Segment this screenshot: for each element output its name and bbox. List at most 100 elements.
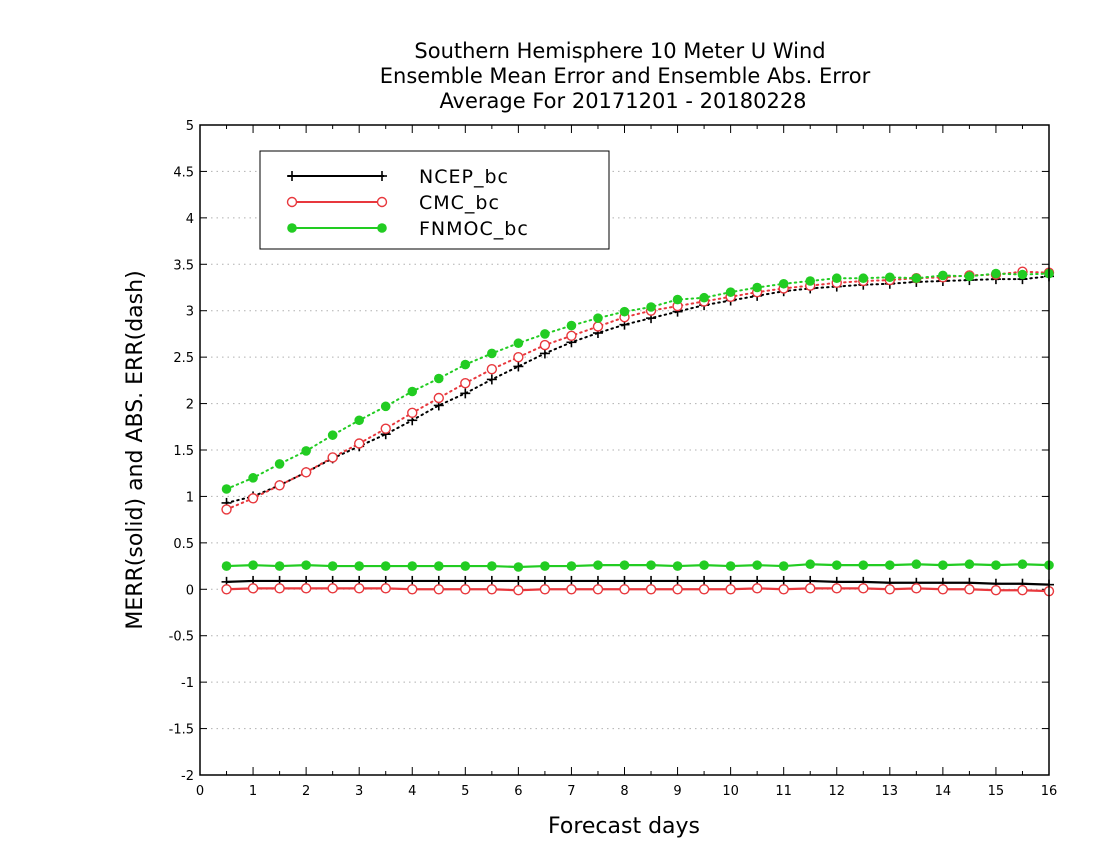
series-line: [225, 272, 1050, 490]
legend-marker: [286, 196, 298, 208]
y-tick-label: -1: [181, 676, 194, 691]
data-point: [699, 292, 709, 303]
data-point: [460, 561, 471, 571]
data-point: [300, 583, 312, 594]
data-point: [938, 270, 948, 281]
data-point: [592, 321, 604, 332]
data-point: [327, 561, 338, 571]
series-dotted-3: [221, 271, 1054, 508]
data-point: [964, 559, 975, 570]
data-point: [221, 484, 232, 494]
data-point: [274, 459, 285, 469]
data-point: [858, 583, 869, 594]
data-point: [460, 388, 471, 399]
legend-marker: [376, 196, 388, 208]
data-point: [566, 584, 577, 595]
data-point: [487, 561, 497, 571]
data-point: [566, 330, 577, 341]
data-point: [407, 561, 418, 571]
data-point: [752, 560, 762, 570]
data-point: [725, 287, 736, 297]
data-point: [513, 562, 524, 572]
data-point: [911, 583, 922, 594]
data-point: [486, 584, 498, 595]
data-point: [672, 584, 683, 595]
data-point: [353, 583, 365, 594]
data-point: [831, 583, 842, 594]
data-point: [274, 561, 285, 571]
legend-marker: [377, 171, 387, 181]
data-point: [539, 584, 551, 595]
y-tick-label: 3: [186, 305, 194, 320]
y-tick-label: -0.5: [169, 630, 194, 645]
chart-title-line-2: Ensemble Mean Error and Ensemble Abs. Er…: [380, 64, 871, 88]
data-point: [1017, 269, 1028, 280]
data-point: [460, 377, 471, 389]
data-point: [805, 276, 816, 286]
data-point: [380, 561, 391, 571]
x-tick-label: 12: [828, 784, 845, 799]
y-tick-label: 0.5: [173, 537, 194, 552]
x-tick-label: 8: [620, 784, 628, 799]
data-point: [274, 583, 285, 594]
data-point: [248, 560, 258, 570]
data-point: [937, 584, 949, 595]
data-point: [540, 561, 550, 571]
data-point: [884, 584, 896, 595]
data-point: [380, 423, 391, 434]
data-point: [513, 351, 524, 363]
data-point: [646, 302, 656, 312]
data-point: [964, 584, 975, 595]
data-point: [327, 452, 338, 463]
series-dotted-5: [221, 268, 1054, 494]
data-point: [460, 584, 471, 595]
legend-marker: [287, 223, 297, 233]
x-tick-label: 3: [355, 784, 363, 799]
legend-marker: [287, 171, 297, 181]
data-point: [221, 584, 232, 595]
data-point: [248, 473, 258, 483]
data-point: [885, 272, 895, 283]
x-axis-ticks: 0 1 2 3 4 5 6 7 8 9 10 11 12 13 14 15 16: [196, 125, 1057, 799]
data-point: [991, 560, 1001, 570]
data-point: [380, 401, 391, 412]
x-tick-label: 13: [882, 784, 899, 799]
y-tick-label: 4.5: [173, 165, 194, 180]
series-line: [225, 270, 1050, 511]
legend-box: [259, 150, 610, 250]
data-point: [831, 560, 842, 570]
x-tick-label: 7: [567, 784, 575, 799]
x-tick-label: 11: [775, 784, 792, 799]
y-tick-label: -1.5: [169, 723, 194, 738]
data-point: [513, 575, 524, 586]
legend-label: FNMOC_bc: [419, 218, 529, 240]
x-tick-label: 5: [461, 784, 469, 799]
data-point: [778, 584, 789, 595]
x-axis-label: Forecast days: [548, 814, 700, 839]
data-point: [911, 559, 922, 570]
data-point: [221, 504, 232, 515]
x-tick-label: 0: [196, 784, 204, 799]
data-point: [566, 561, 577, 571]
data-point: [487, 348, 497, 359]
data-point: [513, 361, 524, 372]
data-point: [433, 561, 444, 571]
data-point: [460, 359, 471, 370]
y-axis-ticks: 5 4.5 4 3.5 3 2.5 2 1.5 1 0.5 0 -0.5 -1 -1.5 -2: [169, 119, 1049, 784]
series-line: [226, 579, 1050, 586]
data-point: [619, 560, 630, 570]
data-point: [247, 493, 259, 504]
data-point: [327, 430, 338, 440]
data-point: [593, 560, 603, 570]
data-point: [805, 559, 816, 570]
data-point: [672, 294, 683, 305]
data-point: [353, 438, 365, 449]
grid-lines: [200, 170, 1049, 730]
legend: NCEP_bc CMC_bc FNMOC_bc: [259, 150, 610, 250]
data-point: [566, 320, 577, 331]
series-line: [226, 563, 1050, 569]
data-point: [725, 584, 736, 595]
plot-frame: [199, 124, 1050, 776]
data-point: [938, 560, 948, 570]
